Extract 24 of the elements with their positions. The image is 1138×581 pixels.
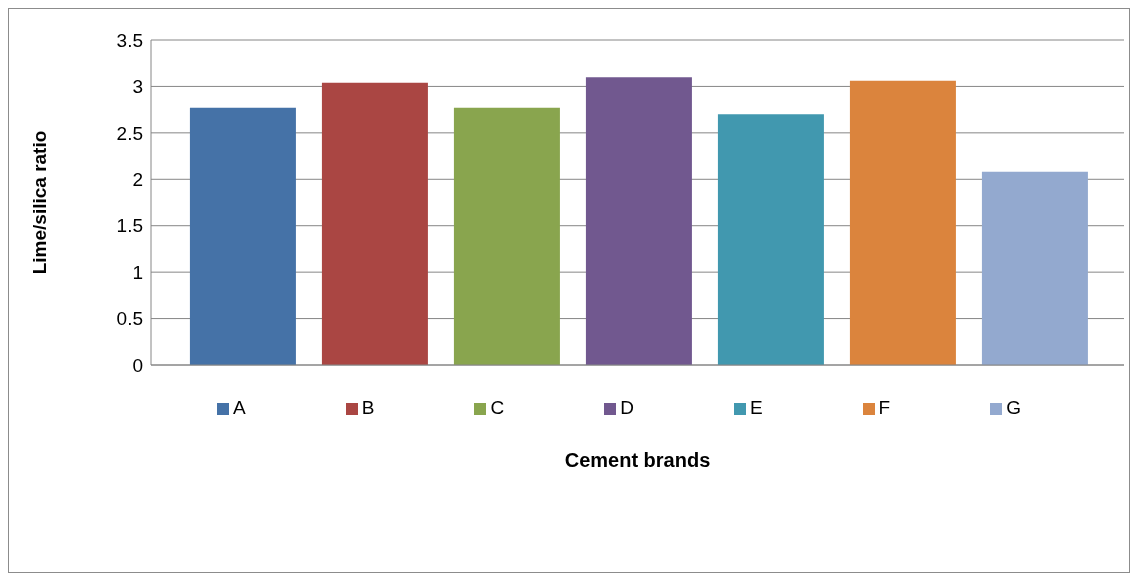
legend-label: G [1006, 397, 1021, 418]
bar [717, 114, 824, 365]
bar [189, 107, 296, 365]
y-tick-label: 0 [132, 354, 143, 376]
legend-label: B [361, 397, 375, 418]
bar [849, 80, 956, 365]
legend-label: F [878, 397, 891, 418]
legend-label: A [233, 397, 246, 418]
y-tick-label: 0.5 [116, 308, 143, 330]
bar [981, 171, 1088, 365]
bar [453, 107, 560, 365]
x-axis-title: Cement brands [564, 449, 711, 472]
y-tick-label: 1.5 [116, 215, 143, 237]
legend-label: D [620, 397, 634, 418]
bar [321, 82, 428, 365]
y-tick-label: 3.5 [116, 29, 143, 51]
legend-label: C [490, 397, 505, 418]
y-tick-label: 2.5 [116, 122, 143, 144]
y-axis-title: Lime/silica ratio [28, 130, 50, 275]
bar [585, 77, 692, 365]
legend-label: E [749, 397, 763, 418]
y-tick-label: 3 [132, 76, 143, 98]
y-tick-label: 2 [132, 169, 143, 191]
y-tick-label: 1 [132, 261, 143, 283]
